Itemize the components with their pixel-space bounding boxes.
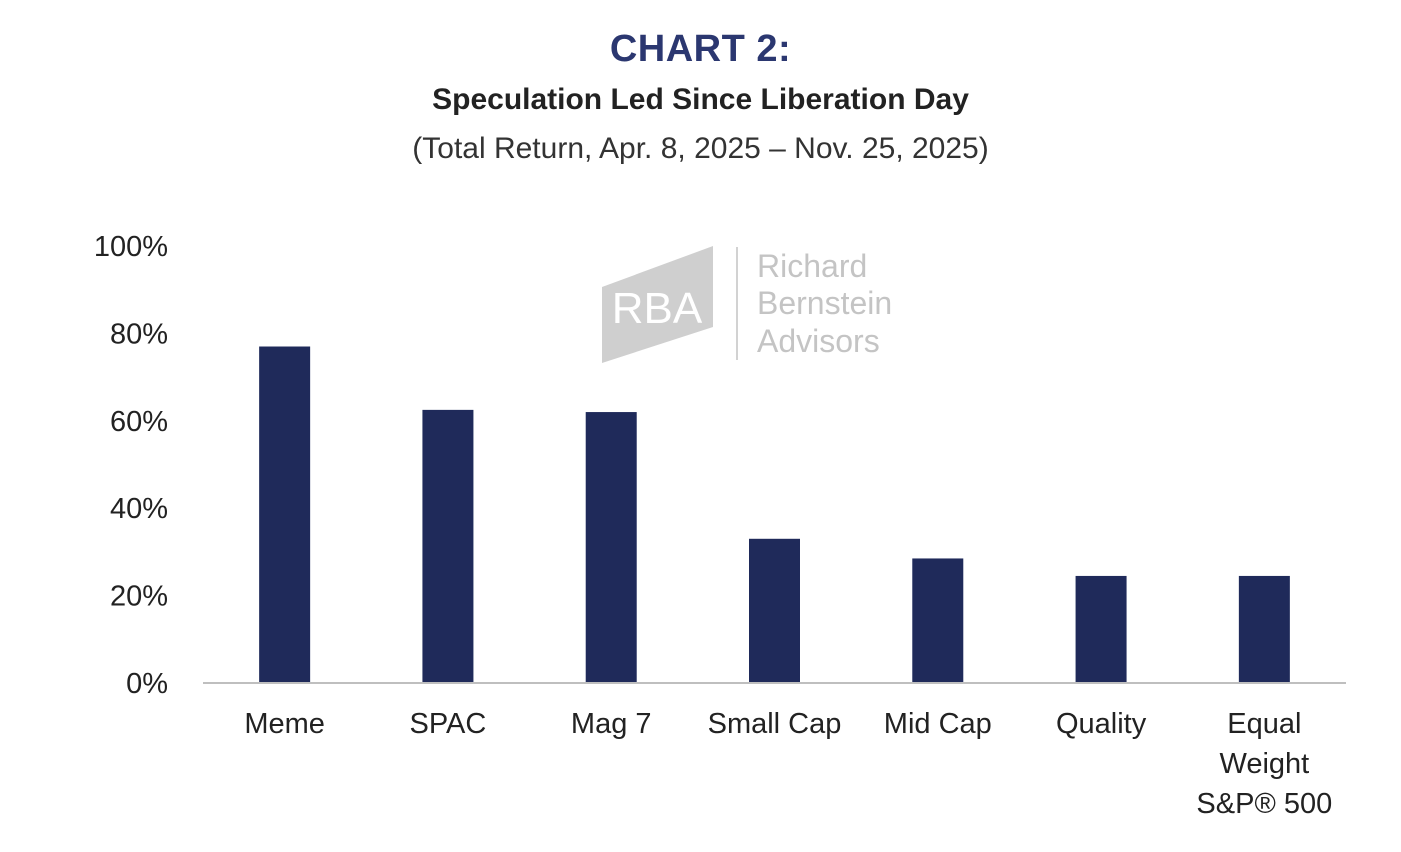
rba-logo-watermark: RBA Richard Bernstein Advisors: [602, 246, 892, 363]
x-tick-label: Quality: [1056, 708, 1147, 740]
bar: [1238, 575, 1290, 683]
bars-group: [259, 346, 1290, 683]
y-tick-label: 60%: [110, 406, 168, 438]
y-tick-label: 0%: [126, 668, 168, 700]
x-tick-label: Mid Cap: [884, 708, 992, 740]
y-tick-label: 80%: [110, 318, 168, 350]
y-tick-label: 40%: [110, 493, 168, 525]
x-tick-label: SPAC: [410, 708, 487, 740]
bar: [422, 409, 474, 683]
x-tick-label: Mag 7: [571, 708, 652, 740]
rba-logo-mark-icon: [602, 246, 713, 363]
rba-logo-mark-text: RBA: [612, 284, 703, 333]
logo-line-3: Advisors: [757, 323, 880, 359]
logo-line-1: Richard: [757, 248, 867, 284]
y-tick-label: 20%: [110, 581, 168, 613]
logo-line-2: Bernstein: [757, 285, 892, 321]
bar: [749, 538, 800, 683]
bar: [912, 558, 964, 683]
x-tick-label: Equal Weight S&P® 500: [1196, 708, 1332, 820]
chart-title: Speculation Led Since Liberation Day: [432, 83, 969, 116]
x-axis-labels: Meme SPAC Mag 7 Small Cap Mid Cap Quality Equa…: [244, 708, 1332, 820]
y-tick-label: 100%: [94, 231, 168, 263]
y-axis: 0% 20% 40% 60% 80% 100%: [94, 231, 168, 700]
x-tick-label: Small Cap: [708, 708, 842, 740]
bar: [1075, 575, 1127, 683]
chart-number-label: CHART 2:: [609, 28, 792, 70]
chart-subtitle: (Total Return, Apr. 8, 2025 – Nov. 25, 2…: [412, 132, 989, 165]
bar: [259, 346, 311, 683]
bar: [585, 412, 637, 683]
x-tick-label: Meme: [244, 708, 325, 740]
